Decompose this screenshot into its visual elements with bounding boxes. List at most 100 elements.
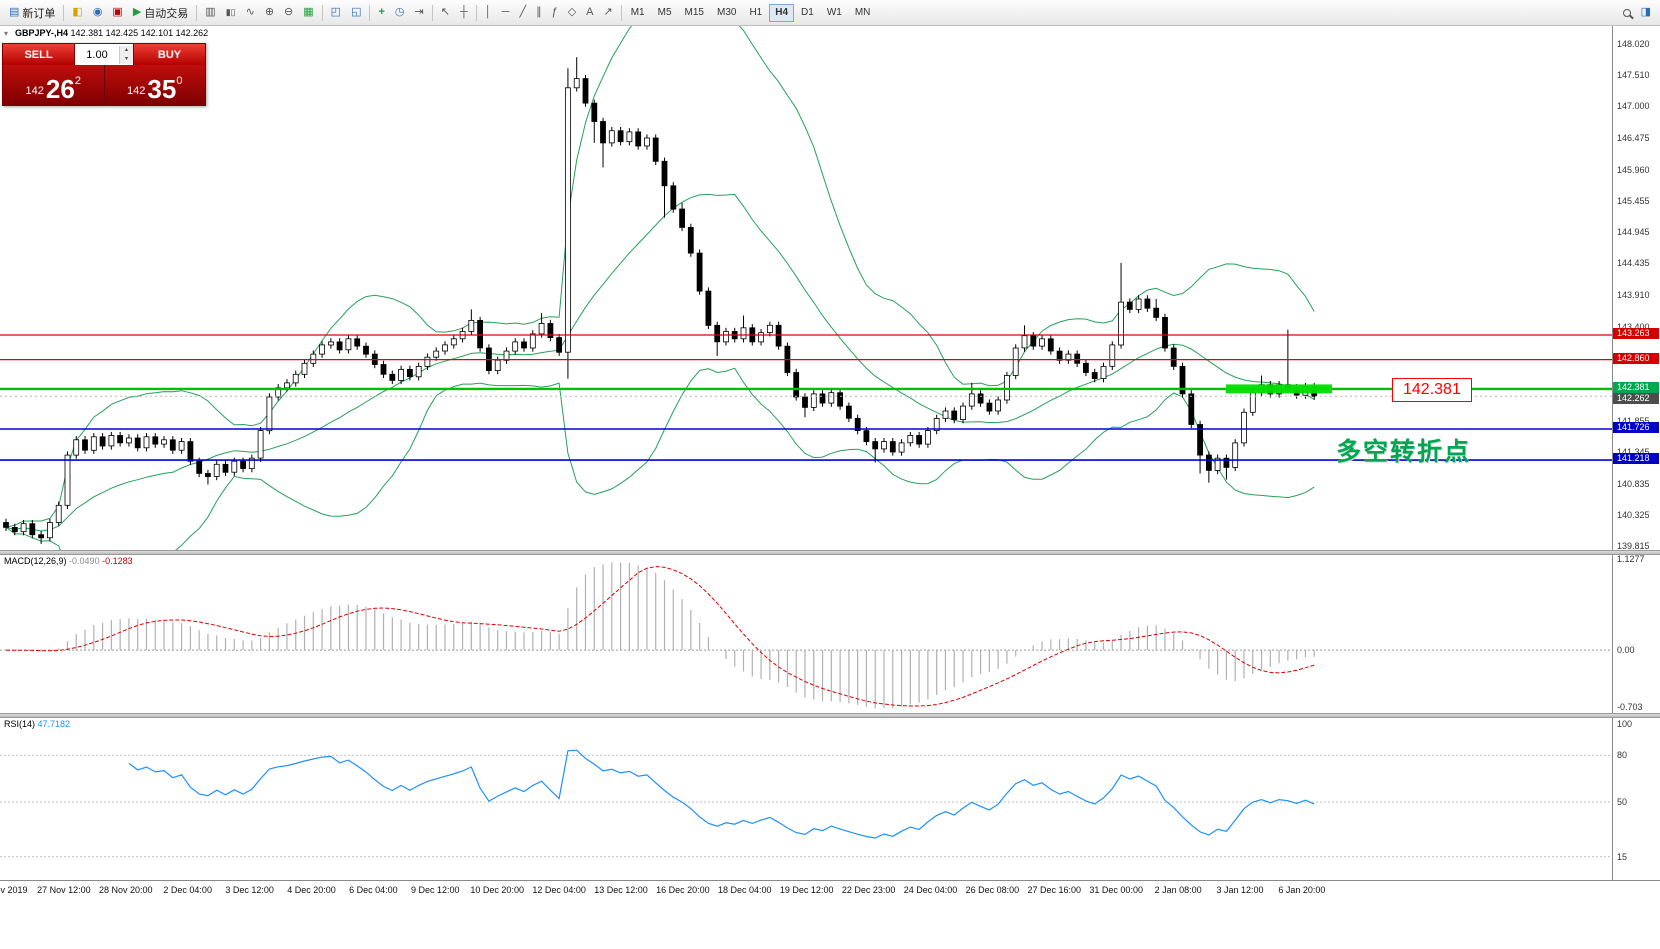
new-order-icon: ▤: [9, 6, 20, 18]
price-scale-label: -0.703: [1617, 701, 1643, 712]
autotrade-button[interactable]: ▶ 自动交易: [128, 3, 193, 23]
green-highlight-zone: [1226, 384, 1332, 394]
period-button[interactable]: ◷: [390, 3, 410, 23]
price-scale-label: 141.855: [1617, 416, 1650, 426]
buy-price[interactable]: 142 35 0: [105, 65, 206, 105]
bar-chart-button[interactable]: ▥: [200, 3, 220, 23]
price-scale-label: 50: [1617, 797, 1628, 808]
bollinger-bands: [5, 26, 1315, 550]
timeframe-D1[interactable]: D1: [795, 4, 820, 22]
volume-stepper[interactable]: ▴ ▾: [119, 45, 133, 64]
main-chart-pane: ▾ GBPJPY-,H4 142.381 142.425 142.101 142…: [0, 26, 1660, 550]
macd-svg: [0, 562, 1612, 709]
price-scale-label: 146.475: [1617, 133, 1650, 144]
buy-price-sup: 0: [176, 75, 183, 87]
time-axis-label: 31 Dec 00:00: [1089, 885, 1143, 895]
sell-price-prefix: 142: [25, 85, 44, 97]
price-scale-label: 100: [1617, 719, 1633, 730]
vertical-line-button[interactable]: │: [480, 3, 497, 23]
timeframe-H1[interactable]: H1: [743, 4, 768, 22]
sell-price-big: 26: [45, 74, 75, 104]
charts-button[interactable]: ◧: [67, 3, 87, 23]
chart-shift-button[interactable]: ⇥: [410, 3, 429, 23]
zoom-in-button[interactable]: ⊕: [260, 3, 279, 23]
chart-shift-icon: ⇥: [414, 6, 424, 18]
new-order-label: 新订单: [22, 7, 56, 20]
navigator-icon: ▣: [112, 6, 123, 18]
timeframe-M30[interactable]: M30: [711, 4, 742, 22]
timeframe-MN[interactable]: MN: [849, 4, 877, 22]
autotrade-label: 自动交易: [144, 7, 189, 20]
rsi-pane: RSI(14) 47.7182 100 80 50 15: [0, 718, 1660, 880]
horizontal-line-button[interactable]: ─: [497, 3, 515, 23]
tile-windows-button[interactable]: ◰: [326, 3, 346, 23]
new-order-button[interactable]: ▤ 新订单: [4, 3, 60, 23]
horizontal-line-icon: ─: [501, 6, 510, 18]
cascade-windows-button[interactable]: ◱: [346, 3, 366, 23]
zoom-out-button[interactable]: ⊖: [279, 3, 298, 23]
rsi-value: 47.7182: [37, 719, 71, 729]
macd-histogram: [14, 562, 1315, 709]
trade-panel-buttons-row: SELL ▴ ▾ BUY: [3, 44, 205, 65]
time-axis-label: 4 Dec 20:00: [287, 885, 336, 895]
time-axis[interactable]: 26 Nov 2019 27 Nov 12:00 28 Nov 20:00 2 Dec…: [0, 880, 1660, 898]
text-tool-button[interactable]: A: [581, 3, 598, 23]
chart-window-icon: ◧: [72, 6, 83, 18]
window-button[interactable]: ◨: [1636, 3, 1656, 23]
market-watch-button[interactable]: ◉: [88, 3, 108, 23]
timeframe-M1[interactable]: M1: [625, 4, 651, 22]
macd-plot[interactable]: MACD(12,26,9) -0.0490 -0.1283: [0, 555, 1612, 713]
macd-name: MACD(12,26,9): [4, 556, 67, 566]
channel-button[interactable]: ∥: [531, 3, 547, 23]
add-indicator-button[interactable]: +: [373, 3, 389, 23]
main-chart-svg: [0, 26, 1612, 550]
timeframe-M15[interactable]: M15: [679, 4, 710, 22]
grid-button[interactable]: ▦: [298, 3, 318, 23]
zoom-out-icon: ⊖: [284, 6, 294, 18]
buy-button[interactable]: BUY: [134, 44, 205, 65]
time-axis-label: 19 Dec 12:00: [779, 885, 834, 895]
timeframe-M5[interactable]: M5: [652, 4, 678, 22]
price-scale-label: 144.945: [1617, 226, 1650, 237]
trendline-button[interactable]: ╱: [514, 3, 531, 23]
level-price-label: 142.381: [1613, 381, 1659, 393]
cursor-button[interactable]: ↖: [436, 3, 455, 23]
volume-input[interactable]: [75, 44, 119, 65]
time-axis-label: 22 Dec 23:00: [841, 885, 896, 895]
line-chart-button[interactable]: ∿: [241, 3, 260, 23]
shapes-button[interactable]: ◇: [563, 3, 581, 23]
pane-resize-handle[interactable]: [0, 550, 1660, 555]
timeframe-W1[interactable]: W1: [821, 4, 848, 22]
rsi-line: [128, 749, 1315, 839]
time-axis-label: 10 Dec 20:00: [470, 885, 524, 895]
volume-down-icon[interactable]: ▾: [120, 54, 133, 64]
time-axis-label: 13 Dec 12:00: [594, 885, 648, 895]
arrows-tool-icon: ↗: [603, 6, 613, 18]
time-axis-label: 27 Dec 16:00: [1027, 885, 1082, 895]
text-tool-icon: A: [586, 6, 594, 18]
macd-label: MACD(12,26,9) -0.0490 -0.1283: [4, 556, 133, 566]
rsi-plot[interactable]: RSI(14) 47.7182: [0, 718, 1612, 880]
window-icon: ◨: [1640, 6, 1651, 18]
time-axis-label: 6 Jan 20:00: [1278, 885, 1326, 895]
crosshair-button[interactable]: ┼: [455, 3, 473, 23]
channel-icon: ∥: [536, 6, 542, 18]
sell-price[interactable]: 142 26 2: [3, 65, 105, 105]
volume-up-icon[interactable]: ▴: [120, 45, 133, 55]
arrows-tool-button[interactable]: ↗: [599, 3, 618, 23]
toolbar-separator: [196, 4, 198, 21]
sell-button[interactable]: SELL: [3, 44, 74, 65]
price-scale-rsi: 100 80 50 15: [1612, 718, 1659, 880]
navigator-button[interactable]: ▣: [107, 3, 127, 23]
one-click-toggle-icon[interactable]: ▾: [4, 29, 9, 38]
candlestick-chart-button[interactable]: ▮▯: [221, 3, 241, 23]
main-chart-plot[interactable]: ▾ GBPJPY-,H4 142.381 142.425 142.101 142…: [0, 26, 1612, 550]
timeframe-H4[interactable]: H4: [769, 3, 795, 22]
time-axis-label: 9 Dec 12:00: [411, 885, 460, 895]
search-button[interactable]: [1618, 3, 1636, 23]
fibonacci-button[interactable]: ƒ: [547, 3, 563, 23]
toolbar-separator: [431, 4, 433, 21]
time-axis-label: 6 Dec 04:00: [349, 885, 398, 895]
pane-resize-handle[interactable]: [0, 713, 1660, 718]
buy-price-big: 35: [147, 74, 177, 104]
